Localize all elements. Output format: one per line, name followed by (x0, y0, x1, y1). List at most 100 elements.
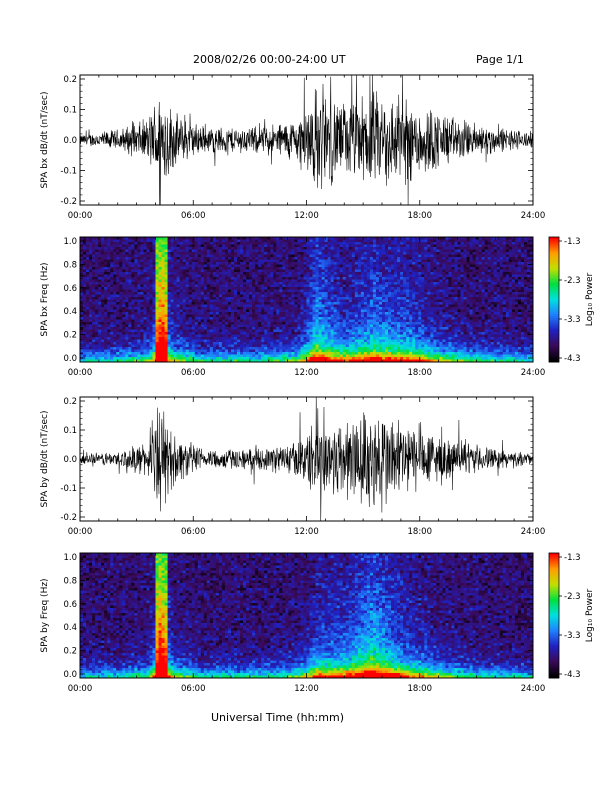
colorbar-segment (549, 600, 559, 604)
y-tick-label: 0.1 (63, 106, 77, 116)
colorbar-segment (549, 569, 559, 573)
x-tick-label: 12:00 (294, 368, 319, 378)
colorbar-segment (549, 334, 559, 338)
colorbar-segment (549, 580, 559, 583)
colorbar-segment (549, 330, 559, 334)
colorbar-segment (549, 282, 559, 286)
x-tick-label: 24:00 (521, 527, 546, 537)
colorbar-segment (549, 243, 559, 246)
colorbar-tick-label: -1.3 (564, 237, 581, 247)
colorbar-segment (549, 665, 559, 669)
colorbar-segment (549, 332, 559, 336)
y-tick-label: 0.8 (63, 260, 77, 270)
colorbar-segment (549, 324, 559, 328)
colorbar-segment (549, 249, 559, 253)
colorbar-segment (549, 609, 559, 612)
colorbar-segment (549, 582, 559, 585)
colorbar-label: Log₁₀ Power (585, 589, 595, 643)
colorbar-segment (549, 613, 559, 616)
spectrogram-cells (80, 553, 534, 679)
colorbar-segment (549, 314, 559, 317)
colorbar-segment (549, 638, 559, 641)
colorbar-tick-label: -4.3 (564, 354, 581, 364)
colorbar-segment (549, 312, 559, 315)
x-tick-label: 00:00 (68, 368, 93, 378)
colorbar-segment (549, 630, 559, 633)
colorbar-segment (549, 349, 559, 353)
y-tick-label: 0.4 (63, 307, 77, 317)
colorbar-segment (549, 237, 559, 240)
colorbar-segment (549, 596, 559, 600)
colorbar-segment (549, 663, 559, 666)
colorbar-segment (549, 561, 559, 564)
colorbar-segment (549, 291, 559, 294)
x-tick-label: 12:00 (294, 527, 319, 537)
waveform-trace (80, 75, 533, 205)
x-tick-label: 18:00 (408, 684, 433, 694)
colorbar-segment (549, 621, 559, 625)
colorbar-segment (549, 353, 559, 357)
x-tick-label: 24:00 (521, 368, 546, 378)
colorbar-segment (549, 594, 559, 598)
panel-1: 00:00 06:00 12:00 18:00 24:00 0.2 0.1 0.0 -0.1 -0… (40, 74, 546, 221)
colorbar-segment (549, 659, 559, 662)
colorbar-segment (549, 284, 559, 288)
colorbar-segment (549, 301, 559, 305)
colorbar-segment (549, 653, 559, 656)
colorbar-segment (549, 341, 559, 344)
colorbar-segment (549, 636, 559, 639)
colorbar-segment (549, 280, 559, 284)
colorbar-tick-label: -4.3 (564, 670, 581, 680)
colorbar-segment (549, 337, 559, 340)
waveform-trace (80, 397, 533, 521)
panel-3: 00:00 06:00 12:00 18:00 24:00 0.2 0.1 0.0 -0.1 -0… (40, 396, 546, 537)
colorbar-segment (549, 326, 559, 330)
colorbar-segment (549, 322, 559, 325)
colorbar-segment (549, 343, 559, 346)
colorbar-segment (549, 320, 559, 323)
colorbar-segment (549, 584, 559, 587)
colorbar: -1.3 -2.3 -3.3 -4.3 Log₁₀ Power (548, 552, 595, 680)
y-tick-label: 0.4 (63, 623, 77, 633)
colorbar-segment (549, 293, 559, 296)
colorbar-segment (549, 625, 559, 629)
colorbar-segment (549, 661, 559, 664)
colorbar-segment (549, 351, 559, 355)
colorbar-segment (549, 287, 559, 290)
panel-4: -1.3 -2.3 -3.3 -4.3 Log₁₀ Power 00:00 06:00 12:… (40, 552, 595, 694)
colorbar-segment (549, 359, 559, 363)
colorbar-segment (549, 607, 559, 610)
x-tick-label: 00:00 (68, 211, 93, 221)
colorbar-segment (549, 309, 559, 313)
colorbar-segment (549, 673, 559, 677)
y-axis-label: SPA bx dB/dt (nT/sec) (40, 92, 50, 189)
colorbar-segment (549, 588, 559, 591)
colorbar-segment (549, 264, 559, 267)
y-tick-label: 0.0 (63, 354, 77, 364)
y-tick-label: 0.6 (63, 284, 77, 294)
x-tick-label: 00:00 (68, 684, 93, 694)
x-tick-label: 06:00 (181, 684, 206, 694)
colorbar-segment (549, 274, 559, 278)
y-tick-label: 0.8 (63, 576, 77, 586)
colorbar-segment (549, 278, 559, 282)
colorbar-segment (549, 262, 559, 265)
colorbar-segment (549, 669, 559, 673)
page-indicator: Page 1/1 (476, 53, 524, 66)
x-tick-label: 24:00 (521, 211, 546, 221)
colorbar-segment (549, 347, 559, 350)
x-tick-label: 24:00 (521, 684, 546, 694)
y-tick-label: -0.1 (60, 484, 77, 494)
y-tick-label: 0.2 (63, 75, 77, 85)
colorbar-segment (549, 617, 559, 621)
colorbar-segment (549, 272, 559, 275)
colorbar-segment (549, 567, 559, 571)
colorbar-segment (549, 603, 559, 606)
colorbar-segment (549, 619, 559, 623)
y-axis-label: SPA by Freq (Hz) (40, 578, 50, 652)
y-tick-label: -0.2 (60, 513, 77, 523)
plot-title: 2008/02/26 00:00-24:00 UT (193, 53, 346, 66)
y-tick-label: 0.2 (63, 647, 77, 657)
x-tick-label: 12:00 (294, 211, 319, 221)
